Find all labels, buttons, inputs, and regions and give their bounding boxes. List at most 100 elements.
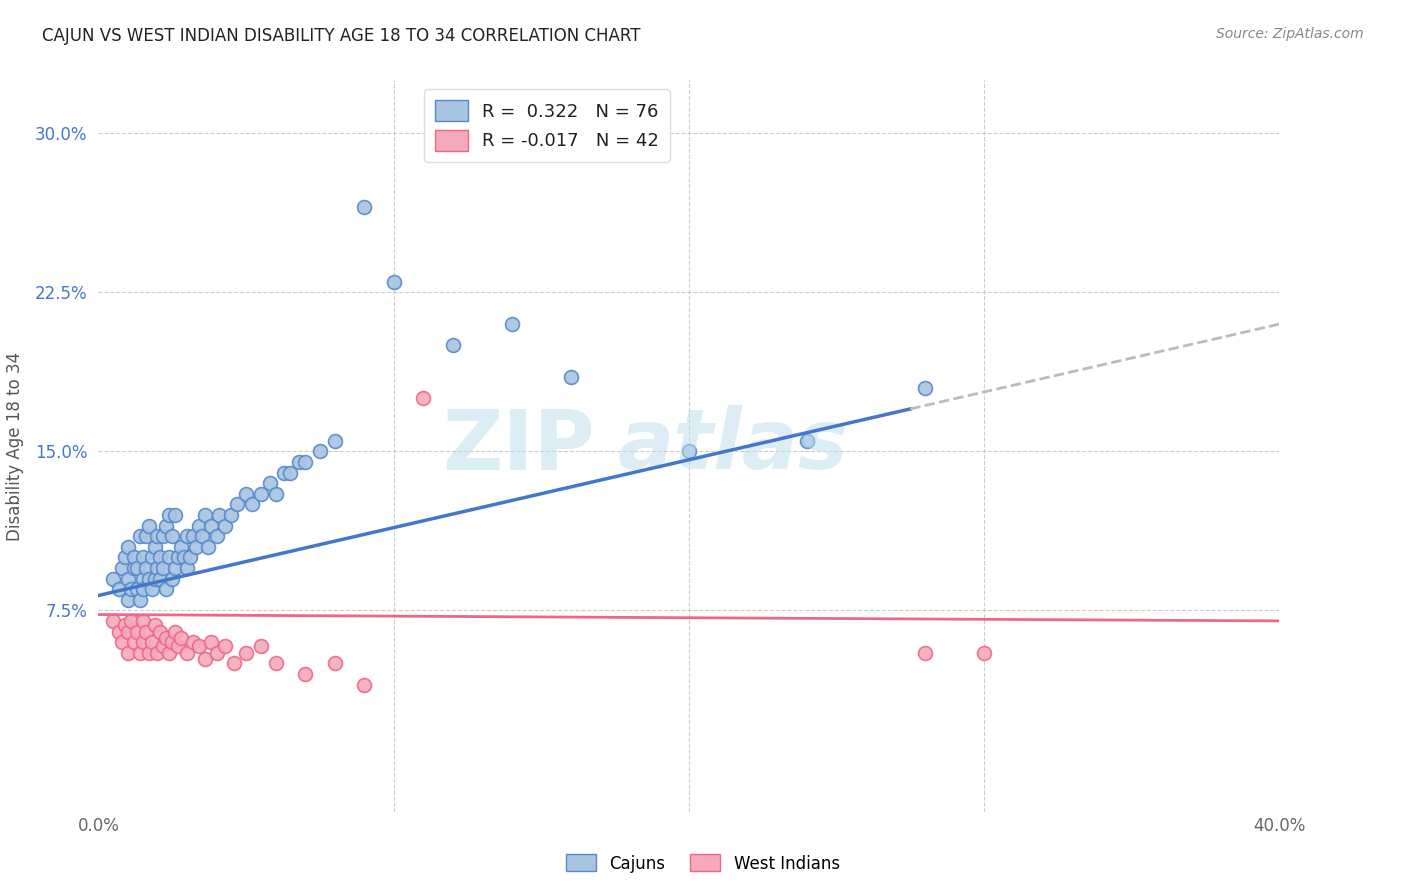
Point [162,572,183,586]
Point [141,635,163,649]
Point [117,624,139,639]
Point [240,497,263,511]
Point [132,550,155,565]
Point [143,540,166,554]
Point [170,631,193,645]
Point [143,618,166,632]
Point [264,657,287,671]
Point [135,529,157,543]
Point [152,640,174,654]
Point [176,646,198,660]
Point [114,618,136,632]
Point [120,582,142,596]
Point [309,444,332,458]
Point [181,635,204,649]
Text: Source: ZipAtlas.com: Source: ZipAtlas.com [1216,27,1364,41]
Point [141,582,163,596]
Point [135,624,157,639]
Point [155,631,177,645]
Point [197,540,219,554]
Point [560,370,582,384]
Point [441,338,464,352]
Point [288,455,311,469]
Point [162,529,183,543]
Point [111,635,134,649]
Point [205,529,228,543]
Point [162,635,183,649]
Point [208,508,231,522]
Point [117,646,139,660]
Point [382,275,405,289]
Point [125,624,148,639]
Legend: Cajuns, West Indians: Cajuns, West Indians [560,847,846,880]
Point [165,561,187,575]
Point [214,640,236,654]
Point [149,572,172,586]
Point [165,508,187,522]
Point [973,646,995,660]
Point [194,508,217,522]
Point [128,646,150,660]
Point [294,455,316,469]
Point [111,561,134,575]
Point [167,640,190,654]
Point [264,486,287,500]
Point [219,508,242,522]
Point [273,466,295,480]
Point [235,646,257,660]
Point [179,550,201,565]
Point [259,476,281,491]
Point [103,614,125,628]
Point [173,550,195,565]
Point [914,646,936,660]
Point [138,518,160,533]
Point [176,529,198,543]
Point [152,561,174,575]
Point [138,572,160,586]
Point [157,646,180,660]
Point [191,529,214,543]
Point [200,518,222,533]
Point [187,640,209,654]
Point [678,444,700,458]
Point [114,550,136,565]
Point [205,646,228,660]
Point [132,635,155,649]
Point [235,486,257,500]
Point [141,550,163,565]
Point [796,434,818,448]
Point [157,550,180,565]
Point [125,582,148,596]
Point [122,635,145,649]
Point [117,592,139,607]
Point [294,667,316,681]
Legend: R =  0.322   N = 76, R = -0.017   N = 42: R = 0.322 N = 76, R = -0.017 N = 42 [425,89,669,161]
Point [149,550,172,565]
Text: ZIP: ZIP [441,406,595,486]
Point [103,572,125,586]
Point [170,540,193,554]
Point [176,561,198,575]
Point [132,582,155,596]
Point [132,614,155,628]
Text: CAJUN VS WEST INDIAN DISABILITY AGE 18 TO 34 CORRELATION CHART: CAJUN VS WEST INDIAN DISABILITY AGE 18 T… [42,27,641,45]
Point [125,561,148,575]
Point [914,381,936,395]
Point [143,572,166,586]
Point [128,592,150,607]
Point [117,572,139,586]
Point [184,540,207,554]
Point [224,657,246,671]
Point [323,434,346,448]
Point [353,677,375,691]
Point [120,614,142,628]
Point [146,529,169,543]
Point [122,561,145,575]
Point [278,466,302,480]
Point [353,201,375,215]
Point [200,635,222,649]
Point [146,561,169,575]
Point [226,497,249,511]
Point [167,550,190,565]
Text: atlas: atlas [619,406,849,486]
